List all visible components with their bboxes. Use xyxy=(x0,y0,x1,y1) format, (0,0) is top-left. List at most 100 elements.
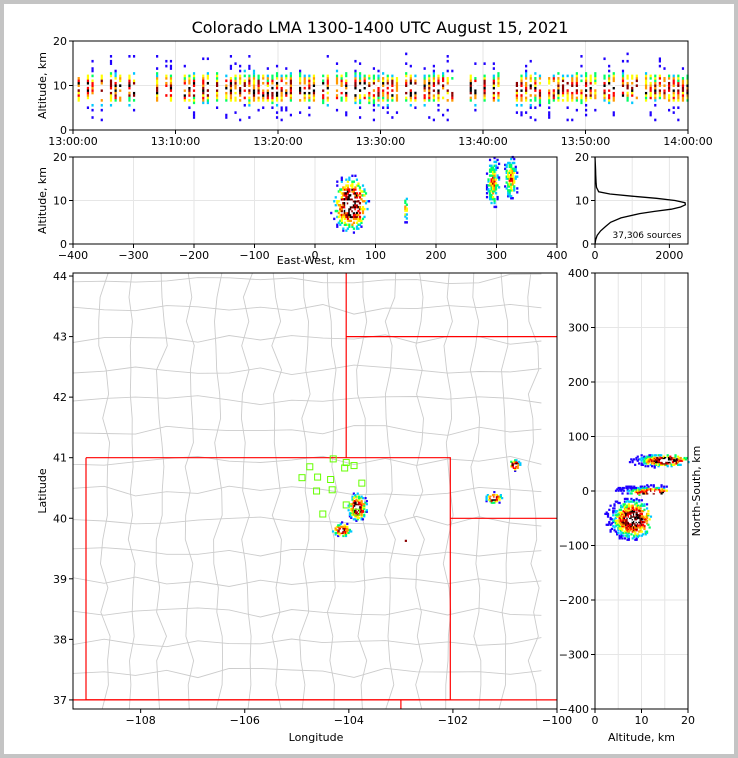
source-cell xyxy=(335,108,339,112)
source-cell xyxy=(404,221,407,224)
source-cell xyxy=(132,99,136,102)
source-cell xyxy=(610,522,614,525)
source-cell xyxy=(529,99,532,102)
source-cell xyxy=(446,89,449,92)
source-cell xyxy=(647,462,650,465)
source-cell xyxy=(626,99,629,102)
source-cell xyxy=(614,520,617,524)
source-cell xyxy=(632,500,636,503)
source-cell xyxy=(391,89,394,92)
source-cell xyxy=(192,94,196,97)
source-cell xyxy=(491,197,495,201)
source-cell xyxy=(672,96,675,100)
source-cell xyxy=(649,463,652,466)
source-cell xyxy=(638,508,641,511)
source-cell xyxy=(409,89,412,92)
source-cell xyxy=(215,96,219,100)
source-cell xyxy=(658,456,661,460)
source-cell xyxy=(661,456,664,460)
source-cell xyxy=(643,492,646,495)
source-cell xyxy=(109,94,113,97)
source-cell xyxy=(647,465,650,468)
source-cell xyxy=(345,86,348,90)
source-cell xyxy=(515,84,518,87)
source-cell xyxy=(603,89,606,92)
source-cell xyxy=(91,86,94,90)
source-cell xyxy=(621,531,624,535)
source-cell xyxy=(469,79,472,83)
source-cell xyxy=(571,91,574,95)
source-cell xyxy=(635,74,638,78)
source-cell xyxy=(352,227,356,230)
source-cell xyxy=(451,69,454,73)
source-cell xyxy=(345,203,348,207)
source-cell xyxy=(423,84,426,87)
source-cell xyxy=(678,459,681,462)
source-cell xyxy=(491,166,495,169)
plan-view-ytick-label: 44 xyxy=(53,270,67,283)
source-cell xyxy=(613,503,616,506)
source-cell xyxy=(623,520,627,524)
source-cell xyxy=(234,99,237,102)
source-cell xyxy=(494,164,498,168)
source-cell xyxy=(192,96,196,100)
source-cell xyxy=(636,534,640,537)
source-cell xyxy=(514,463,517,466)
source-cell xyxy=(343,524,346,527)
source-cell xyxy=(608,520,611,524)
source-cell xyxy=(156,89,159,92)
source-cell xyxy=(490,500,493,503)
source-cell xyxy=(508,169,511,173)
source-cell xyxy=(623,522,627,525)
source-cell xyxy=(516,175,519,178)
source-cell xyxy=(665,463,668,466)
source-cell xyxy=(428,89,431,92)
source-cell xyxy=(354,96,357,100)
altitude-northsouth-ytick-label: 300 xyxy=(568,322,589,335)
source-cell xyxy=(343,525,346,529)
source-cell xyxy=(363,194,366,197)
source-cell xyxy=(346,213,349,217)
source-cell xyxy=(552,74,555,78)
source-cell xyxy=(621,526,624,529)
source-cell xyxy=(357,498,361,501)
source-cell xyxy=(119,86,122,90)
source-cell xyxy=(491,501,495,504)
source-cell xyxy=(631,516,634,520)
source-cell xyxy=(670,458,673,461)
source-cell xyxy=(229,67,233,70)
source-cell xyxy=(580,96,583,100)
source-cell xyxy=(584,103,588,107)
source-cell xyxy=(525,64,528,68)
source-cell xyxy=(631,511,634,514)
source-cell xyxy=(356,495,359,498)
source-cell xyxy=(360,500,363,503)
source-cell xyxy=(561,94,565,97)
source-cell xyxy=(352,200,356,203)
source-cell xyxy=(494,184,498,187)
source-cell xyxy=(77,99,80,102)
source-cell xyxy=(508,191,511,194)
source-cell xyxy=(634,533,637,536)
source-cell xyxy=(488,164,492,168)
source-cell xyxy=(497,81,500,85)
source-cell xyxy=(359,506,362,509)
source-cell xyxy=(513,189,516,192)
source-cell xyxy=(360,503,363,506)
source-cell xyxy=(91,74,94,78)
source-cell xyxy=(584,89,588,92)
source-cell xyxy=(271,91,274,95)
source-cell xyxy=(361,184,365,187)
source-cell xyxy=(345,81,348,85)
source-cell xyxy=(644,458,647,461)
source-cell xyxy=(525,96,528,100)
source-cell xyxy=(225,113,228,117)
source-cell xyxy=(363,207,366,211)
source-cell xyxy=(348,203,351,207)
source-cell xyxy=(119,99,122,102)
source-cell xyxy=(340,188,343,191)
source-cell xyxy=(345,202,348,205)
source-cell xyxy=(252,69,256,73)
source-cell xyxy=(619,534,623,537)
source-cell xyxy=(355,501,358,504)
